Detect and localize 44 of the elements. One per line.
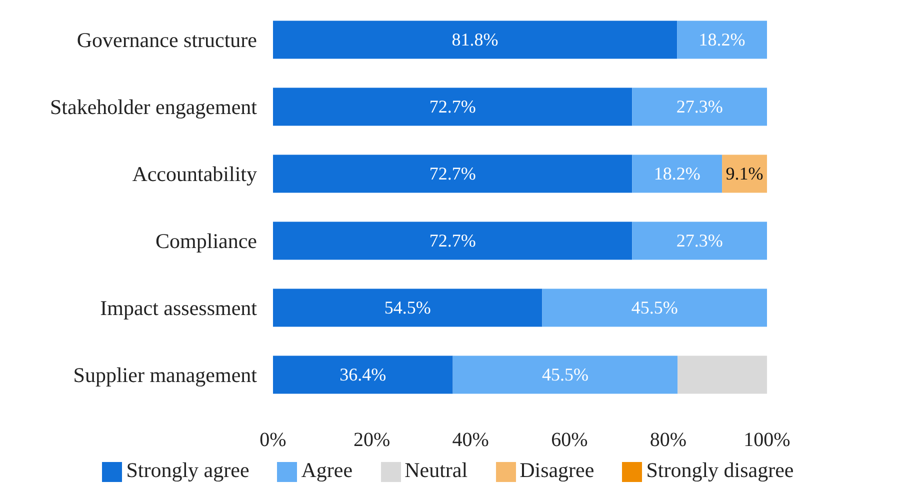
- legend-label: Strongly disagree: [646, 458, 794, 482]
- bar: [632, 222, 767, 260]
- data-label: 81.8%: [452, 30, 498, 50]
- y-tick-label: Compliance: [156, 228, 257, 253]
- bar: [452, 356, 678, 394]
- legend-label: Neutral: [404, 458, 468, 482]
- data-label: 45.5%: [542, 364, 588, 385]
- data-label: 72.7%: [429, 164, 476, 184]
- data-label: 18.2%: [698, 30, 746, 50]
- y-tick-label: Impact assessment: [100, 296, 258, 320]
- bar: [273, 356, 453, 394]
- bar: [632, 154, 722, 193]
- y-tick-label: Accountability: [132, 162, 258, 186]
- x-tick-label: 20%: [353, 429, 390, 452]
- bar: [677, 20, 767, 59]
- legend-label: Disagree: [520, 458, 594, 482]
- data-label: 9.1%: [726, 164, 764, 184]
- bar: [678, 356, 767, 394]
- y-tick-label: Governance structure: [76, 28, 257, 52]
- x-tick-label: 100%: [744, 429, 790, 452]
- bar: [722, 154, 767, 193]
- data-label: 45.5%: [631, 298, 678, 318]
- data-label: 72.7%: [429, 96, 476, 117]
- bar: [273, 154, 632, 193]
- y-tick-label: Supplier management: [73, 362, 258, 387]
- x-tick-label: 60%: [551, 429, 588, 452]
- x-tick-label: 40%: [452, 429, 489, 452]
- legend-label: Strongly agree: [126, 458, 250, 482]
- data-label: 27.3%: [676, 96, 723, 117]
- bar: [273, 88, 632, 126]
- x-tick-label: 0%: [260, 429, 286, 452]
- x-tick-label: 80%: [650, 429, 687, 452]
- bar: [542, 288, 767, 327]
- bar: [273, 222, 632, 260]
- data-label: 54.5%: [384, 298, 431, 318]
- y-tick-label: Stakeholder engagement: [50, 94, 258, 119]
- legend-label: Agree: [301, 458, 353, 482]
- bar: [273, 288, 542, 327]
- data-label: 18.2%: [654, 164, 700, 184]
- bar: [273, 20, 678, 59]
- data-label: 72.7%: [429, 230, 476, 251]
- data-label: 27.3%: [676, 230, 723, 251]
- bar: [632, 88, 767, 126]
- data-label: 36.4%: [340, 364, 386, 385]
